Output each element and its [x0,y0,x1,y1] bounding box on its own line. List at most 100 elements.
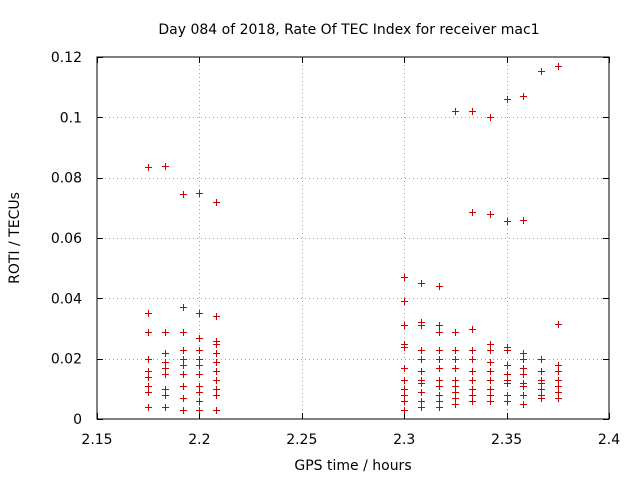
data-point [145,404,152,411]
data-point [555,389,562,396]
data-point [180,347,187,354]
data-point [145,389,152,396]
data-point [401,377,408,384]
data-point [487,386,494,393]
data-point [469,398,476,405]
data-point [436,383,443,390]
data-point [213,377,220,384]
data-point [180,383,187,390]
data-point [452,108,459,115]
data-point [469,392,476,399]
data-point [401,392,408,399]
data-point [213,407,220,414]
data-point [555,63,562,70]
data-point [452,383,459,390]
data-point [213,386,220,393]
data-point [213,359,220,366]
data-point [196,383,203,390]
data-point [145,356,152,363]
data-point [555,321,562,328]
data-point [418,322,425,329]
data-point [487,347,494,354]
data-point [520,401,527,408]
y-tick-label: 0.12 [51,50,82,66]
data-point [196,362,203,369]
data-point [555,377,562,384]
data-point [436,392,443,399]
data-point [401,322,408,329]
data-point [555,395,562,402]
data-point [162,365,169,372]
data-point [504,380,511,387]
data-point [196,356,203,363]
data-point [401,274,408,281]
data-point [520,392,527,399]
y-tick-label: 0.02 [51,352,82,368]
data-point [469,108,476,115]
data-point [162,386,169,393]
x-axis-label: GPS time / hours [294,458,411,474]
data-point [196,335,203,342]
data-point [145,383,152,390]
data-point [145,164,152,171]
data-point [469,377,476,384]
data-point [418,389,425,396]
x-tick-label: 2.15 [81,432,112,448]
data-point [162,359,169,366]
data-point [436,404,443,411]
data-point [162,163,169,170]
data-point [180,329,187,336]
data-point [213,199,220,206]
data-point [401,386,408,393]
data-point [538,380,545,387]
data-point [401,365,408,372]
data-point [401,398,408,405]
data-point [487,359,494,366]
data-point [162,329,169,336]
data-point [538,386,545,393]
data-point [487,398,494,405]
data-point [555,362,562,369]
data-point [145,329,152,336]
data-point [418,380,425,387]
data-point [436,398,443,405]
data-point [469,209,476,216]
data-point [504,392,511,399]
data-point [418,368,425,375]
data-point [180,362,187,369]
data-point [145,374,152,381]
data-point [452,377,459,384]
data-point [520,365,527,372]
x-tick-label: 2.4 [598,432,620,448]
data-point [504,371,511,378]
y-tick-label: 0.04 [51,291,82,307]
data-point [436,377,443,384]
data-point [452,401,459,408]
data-point [418,356,425,363]
data-point [452,347,459,354]
data-point [196,407,203,414]
data-point [213,392,220,399]
data-point [162,350,169,357]
data-points [145,63,562,414]
data-point [436,347,443,354]
data-point [504,347,511,354]
data-point [436,283,443,290]
data-point [452,395,459,402]
data-point [418,398,425,405]
data-point [452,329,459,336]
data-point [196,389,203,396]
x-tick-label: 2.2 [188,432,210,448]
data-point [452,365,459,372]
data-point [555,368,562,375]
chart-title: Day 084 of 2018, Rate Of TEC Index for r… [158,22,539,38]
data-point [436,322,443,329]
data-point [145,368,152,375]
data-point [213,341,220,348]
data-point [418,347,425,354]
data-point [504,362,511,369]
data-point [520,371,527,378]
data-point [487,377,494,384]
y-tick-label: 0 [73,412,82,428]
